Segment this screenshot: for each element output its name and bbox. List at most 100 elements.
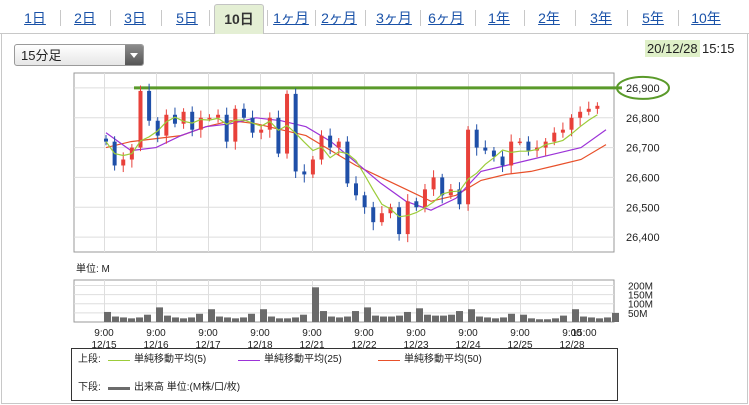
tab-separator: [678, 10, 679, 26]
candle-body: [397, 207, 402, 235]
candle-body: [354, 183, 358, 196]
tab-1ヶ月[interactable]: 1ヶ月: [273, 10, 309, 26]
volume-bar: [104, 311, 111, 322]
volume-bar: [416, 308, 423, 322]
price-tick-label: 26,900: [626, 83, 660, 95]
volume-bar: [248, 313, 255, 322]
legend-ma25-label: 単純移動平均(25): [264, 354, 342, 365]
legend-volume-label: 出来高 単位:(M株/口/枚): [134, 382, 241, 393]
tab-2日[interactable]: 2日: [74, 10, 96, 26]
x-tick-time: 9:00: [458, 328, 478, 339]
volume-bar: [552, 318, 559, 322]
tab-separator: [161, 10, 162, 26]
interval-select[interactable]: 15分足: [14, 44, 144, 66]
candle-body: [285, 93, 290, 154]
candle-body: [448, 189, 453, 196]
volume-bar: [156, 307, 163, 322]
price-highlight-circle: [616, 75, 670, 100]
tab-2年[interactable]: 2年: [538, 10, 560, 26]
candle-body: [483, 147, 488, 151]
x-tick-date: 12/15: [91, 340, 116, 351]
x-tick-date: 12/16: [143, 340, 168, 351]
legend-ma5-label: 単純移動平均(5): [134, 354, 207, 365]
candle-body: [457, 189, 462, 205]
candle-body: [526, 141, 531, 151]
volume-bar: [396, 315, 403, 322]
tab-3年[interactable]: 3年: [590, 10, 612, 26]
x-tick-time: 9:00: [562, 328, 582, 339]
last-update-time: 15:15: [702, 41, 735, 56]
tab-3日[interactable]: 3日: [124, 10, 146, 26]
x-tick-date: 12/23: [403, 340, 428, 351]
candle-body: [474, 129, 479, 148]
volume-bar: [172, 317, 179, 322]
tab-2ヶ月[interactable]: 2ヶ月: [321, 10, 357, 26]
candle-body: [569, 117, 574, 130]
volume-bar: [260, 309, 267, 322]
candle-body: [345, 141, 350, 184]
volume-bar: [344, 316, 351, 322]
candle-body: [379, 213, 384, 223]
volume-bar: [372, 315, 379, 322]
volume-bar: [448, 314, 455, 322]
volume-bar: [484, 317, 491, 322]
price-tick-label: 26,500: [626, 202, 660, 214]
chart-legend: 上段: 単純移動平均(5) 単純移動平均(25) 単純移動平均(50) 下段: …: [71, 348, 618, 401]
x-tick-date: 12/18: [247, 340, 272, 351]
x-tick-date: 12/24: [455, 340, 480, 351]
x-tick-date: 12/28: [559, 340, 584, 351]
tab-1日[interactable]: 1日: [24, 10, 46, 26]
candle-body: [147, 90, 152, 121]
x-tick-time: 9:00: [250, 328, 270, 339]
candle-body: [491, 150, 496, 157]
candle-body: [310, 159, 315, 175]
tab-separator: [110, 10, 111, 26]
tab-separator: [524, 10, 525, 26]
volume-bar: [544, 319, 551, 322]
legend-upper-label: 上段:: [78, 354, 101, 365]
x-tick-time: 9:00: [198, 328, 218, 339]
volume-bar: [440, 315, 447, 322]
candle-body: [440, 177, 445, 196]
volume-bar: [300, 314, 307, 322]
tab-10年[interactable]: 10年: [691, 10, 721, 26]
tab-5日[interactable]: 5日: [176, 10, 198, 26]
interval-select-value: 15分足: [21, 48, 62, 63]
volume-tick-label: 200M: [628, 281, 653, 292]
volume-bar: [404, 311, 411, 322]
tab-5年[interactable]: 5年: [642, 10, 664, 26]
volume-bar: [224, 317, 231, 322]
volume-bar: [588, 317, 595, 322]
volume-bar: [604, 317, 611, 322]
volume-bar: [456, 311, 463, 322]
candle-body: [250, 117, 255, 133]
volume-bar: [596, 318, 603, 322]
tab-separator: [575, 10, 576, 26]
tab-1年[interactable]: 1年: [488, 10, 510, 26]
volume-bar: [128, 318, 135, 322]
candle-body: [207, 117, 212, 120]
volume-bar: [136, 317, 143, 322]
legend-volume-swatch: [108, 387, 130, 390]
volume-bar: [208, 309, 215, 322]
tab-3ヶ月[interactable]: 3ヶ月: [376, 10, 412, 26]
volume-bar: [352, 311, 359, 322]
candle-body: [104, 138, 108, 142]
volume-bar: [188, 317, 195, 322]
tab-separator: [365, 10, 366, 26]
candle-body: [302, 171, 307, 175]
volume-bar: [320, 311, 327, 322]
volume-bar: [180, 318, 187, 322]
tab-6ヶ月[interactable]: 6ヶ月: [428, 10, 464, 26]
candle-body: [138, 90, 143, 148]
legend-ma50-swatch: [378, 360, 400, 361]
legend-lower-label: 下段:: [78, 382, 101, 393]
candle-body: [198, 117, 203, 130]
x-tick-time: 9:00: [302, 328, 322, 339]
candle-body: [259, 129, 264, 133]
volume-bar: [364, 307, 371, 322]
ma5-line: [105, 114, 598, 218]
tab-10日[interactable]: 10日: [214, 4, 264, 34]
volume-bar: [380, 316, 387, 322]
